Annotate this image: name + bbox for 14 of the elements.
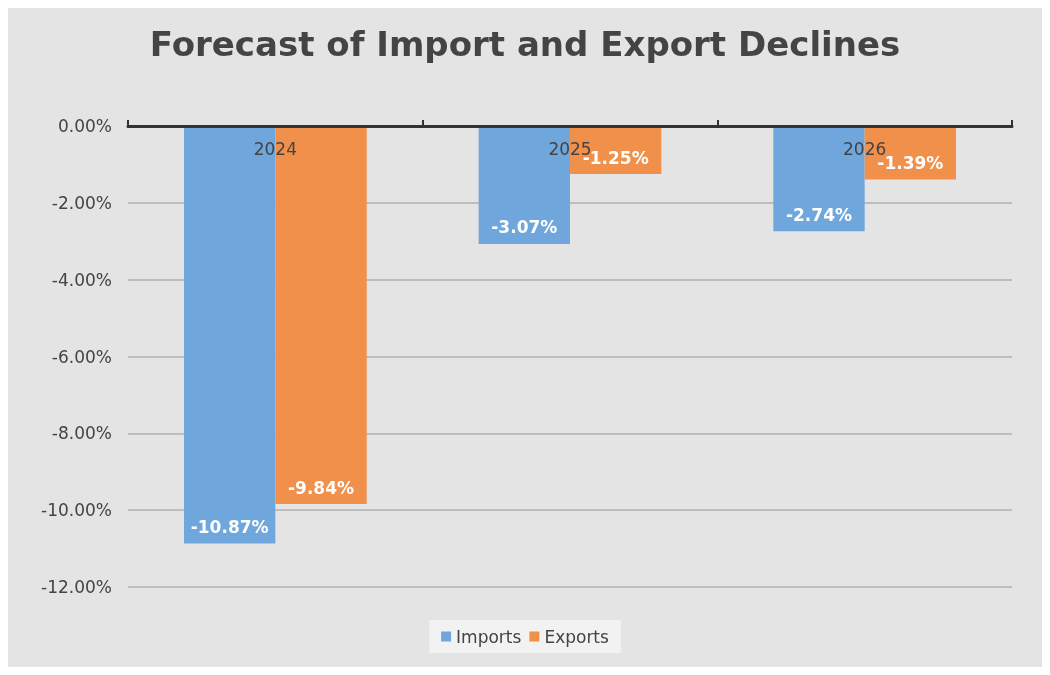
data-label: -9.84% bbox=[287, 477, 355, 498]
legend-label: Exports bbox=[544, 626, 610, 647]
legend-label: Imports bbox=[456, 626, 522, 647]
chart-title: Forecast of Import and Export Declines bbox=[149, 24, 901, 64]
y-tick-label: -2.00% bbox=[51, 192, 112, 213]
data-label: -2.74% bbox=[785, 204, 853, 225]
data-label: -3.07% bbox=[491, 217, 558, 238]
data-label: -10.87% bbox=[190, 517, 269, 538]
y-tick-label: -4.00% bbox=[51, 269, 112, 290]
y-tick-label: 0.00% bbox=[57, 116, 112, 136]
y-tick-label: -12.00% bbox=[41, 577, 112, 597]
y-tick-label: -10.00% bbox=[41, 500, 112, 521]
y-tick-label: -8.00% bbox=[51, 423, 112, 444]
y-tick-label: -6.00% bbox=[51, 346, 112, 367]
